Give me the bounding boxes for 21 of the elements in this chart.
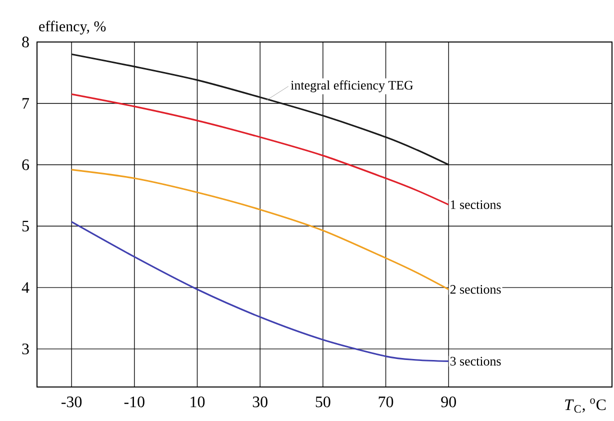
x-axis-title: T$_{C}$, $^{o}$C [565, 398, 606, 413]
series-label: integral efficiency TEG [290, 80, 413, 92]
series-label: 2 sections [450, 285, 501, 294]
y-tick-label: 4 [22, 282, 30, 293]
y-tick-label: 5 [22, 220, 29, 232]
x-tick-label: -10 [124, 396, 144, 408]
x-tick-label: 70 [378, 396, 394, 408]
y-tick-label: 3 [22, 344, 29, 354]
y-tick-label: 8 [22, 36, 29, 48]
series-label: 1 sections [450, 200, 501, 210]
line-series [70, 53, 450, 166]
x-tick-label: 50 [316, 396, 330, 408]
x-tick-label: 90 [441, 396, 456, 408]
series-label: 3 sections [450, 356, 501, 366]
y-tick-label: 6 [22, 159, 30, 170]
line-series [70, 168, 450, 290]
x-tick-label: 30 [252, 396, 268, 408]
x-tick-label: 10 [190, 396, 205, 408]
x-tick-label: -30 [62, 396, 82, 408]
y-tick-label: 7 [22, 98, 30, 109]
y-axis-title: effiency, % [39, 20, 106, 34]
